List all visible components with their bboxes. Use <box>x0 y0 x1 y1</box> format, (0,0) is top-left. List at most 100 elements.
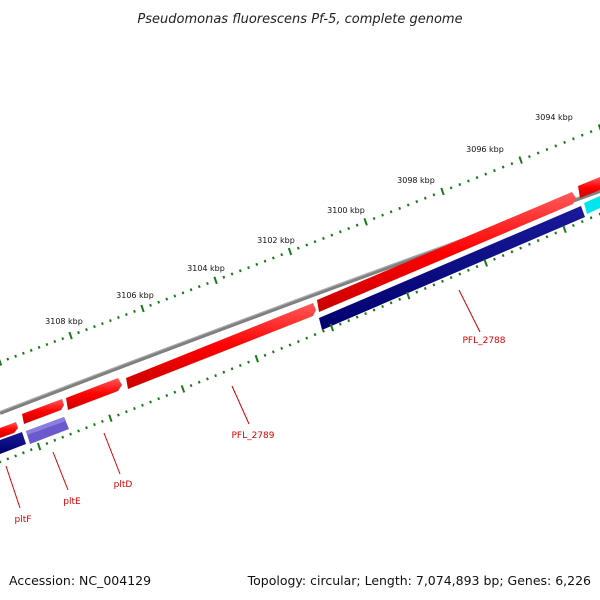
ruler-minor-tick <box>406 203 410 207</box>
ruler-minor-tick <box>572 137 575 141</box>
ruler-minor-tick <box>398 297 402 301</box>
ruler-minor-tick <box>389 210 393 214</box>
cds-forward-segment[interactable] <box>0 422 18 438</box>
kbp-label-3106: 3106 kbp <box>116 291 154 300</box>
ruler-minor-tick <box>364 312 367 316</box>
ruler-major-tick <box>440 187 445 196</box>
ruler-minor-tick <box>6 357 10 361</box>
ruler-major-tick <box>0 358 3 366</box>
ruler-minor-tick <box>53 438 57 442</box>
ruler-minor-tick <box>22 451 25 455</box>
ruler-minor-tick <box>133 309 136 313</box>
cds-cyan[interactable] <box>584 196 600 214</box>
ruler-minor-tick <box>197 380 201 384</box>
ruler-minor-tick <box>149 400 152 404</box>
ruler-minor-tick <box>467 179 470 183</box>
ruler-minor-tick <box>589 130 593 134</box>
ruler-major-tick <box>597 124 600 132</box>
ruler-minor-tick <box>157 397 161 401</box>
gene-label-pltF[interactable]: pltF <box>15 515 32 525</box>
cds-forward-segment[interactable] <box>578 177 600 198</box>
ruler-minor-tick <box>141 403 144 407</box>
ruler-minor-tick <box>347 226 351 231</box>
ruler-major-tick <box>108 414 113 423</box>
ruler-minor-tick <box>61 435 65 439</box>
ruler-major-tick <box>406 291 411 300</box>
ruler-minor-tick <box>263 259 267 263</box>
ruler-minor-tick <box>305 243 309 247</box>
ruler-major-tick <box>36 442 42 451</box>
ruler-minor-tick <box>214 374 217 378</box>
ruler-minor-tick <box>69 432 72 436</box>
ruler-major-tick <box>329 323 335 332</box>
ruler-minor-tick <box>580 220 584 224</box>
gene-label-pltD[interactable]: pltD <box>114 480 133 490</box>
ruler-minor-tick <box>536 239 540 243</box>
ruler-minor-tick <box>305 336 309 340</box>
ruler-minor-tick <box>372 216 376 221</box>
cds-pfl2789[interactable] <box>126 303 316 389</box>
ruler-minor-tick <box>432 283 436 287</box>
cds-pltF[interactable] <box>0 432 26 454</box>
ruler-minor-tick <box>528 242 531 246</box>
ruler-minor-tick <box>432 193 436 197</box>
ruler-minor-tick <box>22 351 25 355</box>
ruler-minor-tick <box>61 337 65 341</box>
ruler-minor-tick <box>125 410 128 414</box>
ruler-minor-tick <box>347 319 351 323</box>
kbp-label-3104: 3104 kbp <box>187 264 225 273</box>
ruler-minor-tick <box>271 256 275 260</box>
ruler-minor-tick <box>85 426 88 430</box>
gene-label-pfl2789[interactable]: PFL_2789 <box>231 431 274 441</box>
ruler-minor-tick <box>101 322 104 326</box>
ruler-minor-tick <box>109 319 112 323</box>
ruler-minor-tick <box>536 151 540 155</box>
ruler-minor-tick <box>288 343 292 347</box>
cds-pfl2788[interactable] <box>317 192 576 312</box>
inner-kbp-ruler <box>0 212 600 464</box>
ruler-minor-tick <box>263 353 267 357</box>
ruler-minor-tick <box>14 454 17 458</box>
ruler-minor-tick <box>189 288 193 292</box>
ruler-minor-tick <box>157 300 161 304</box>
ruler-minor-tick <box>322 236 325 240</box>
ruler-minor-tick <box>247 360 250 364</box>
ruler-minor-tick <box>449 186 453 190</box>
ruler-major-tick <box>287 247 293 256</box>
map-title: Pseudomonas fluorescens Pf-5, complete g… <box>137 12 462 27</box>
ruler-major-tick <box>483 259 488 267</box>
ruler-minor-tick <box>247 266 250 270</box>
ruler-minor-tick <box>501 165 505 169</box>
ruler-minor-tick <box>14 354 17 358</box>
ruler-major-tick <box>254 354 259 363</box>
ruler-minor-tick <box>271 350 275 354</box>
cds-forward-segment[interactable] <box>66 378 122 410</box>
ruler-minor-tick <box>330 233 334 237</box>
ruler-minor-tick <box>423 286 427 291</box>
cds-forward-segment[interactable] <box>22 399 64 424</box>
ruler-minor-tick <box>322 329 325 333</box>
cds-reverse-long[interactable] <box>319 206 585 330</box>
ruler-minor-tick <box>545 147 549 152</box>
gene-label-pltE[interactable]: pltE <box>63 497 81 507</box>
ruler-minor-tick <box>149 303 152 307</box>
ruler-minor-tick <box>222 370 226 374</box>
gene-label-pfl2788[interactable]: PFL_2788 <box>462 336 505 346</box>
ruler-minor-tick <box>510 162 514 166</box>
ruler-minor-tick <box>85 328 88 332</box>
forward-cds-track[interactable] <box>0 177 600 438</box>
ruler-minor-tick <box>280 346 284 350</box>
ruler-minor-tick <box>206 377 209 381</box>
ruler-minor-tick <box>545 235 549 239</box>
reverse-cds-track[interactable] <box>0 196 600 454</box>
ruler-minor-tick <box>415 290 419 294</box>
ruler-minor-tick <box>181 291 185 295</box>
ruler-minor-tick <box>29 348 33 352</box>
ruler-minor-tick <box>501 253 505 258</box>
ruler-minor-tick <box>389 301 393 305</box>
kbp-label-3094: 3094 kbp <box>535 113 573 122</box>
ruler-minor-tick <box>398 206 402 210</box>
ruler-minor-tick <box>37 345 41 349</box>
ruler-minor-tick <box>441 279 444 283</box>
